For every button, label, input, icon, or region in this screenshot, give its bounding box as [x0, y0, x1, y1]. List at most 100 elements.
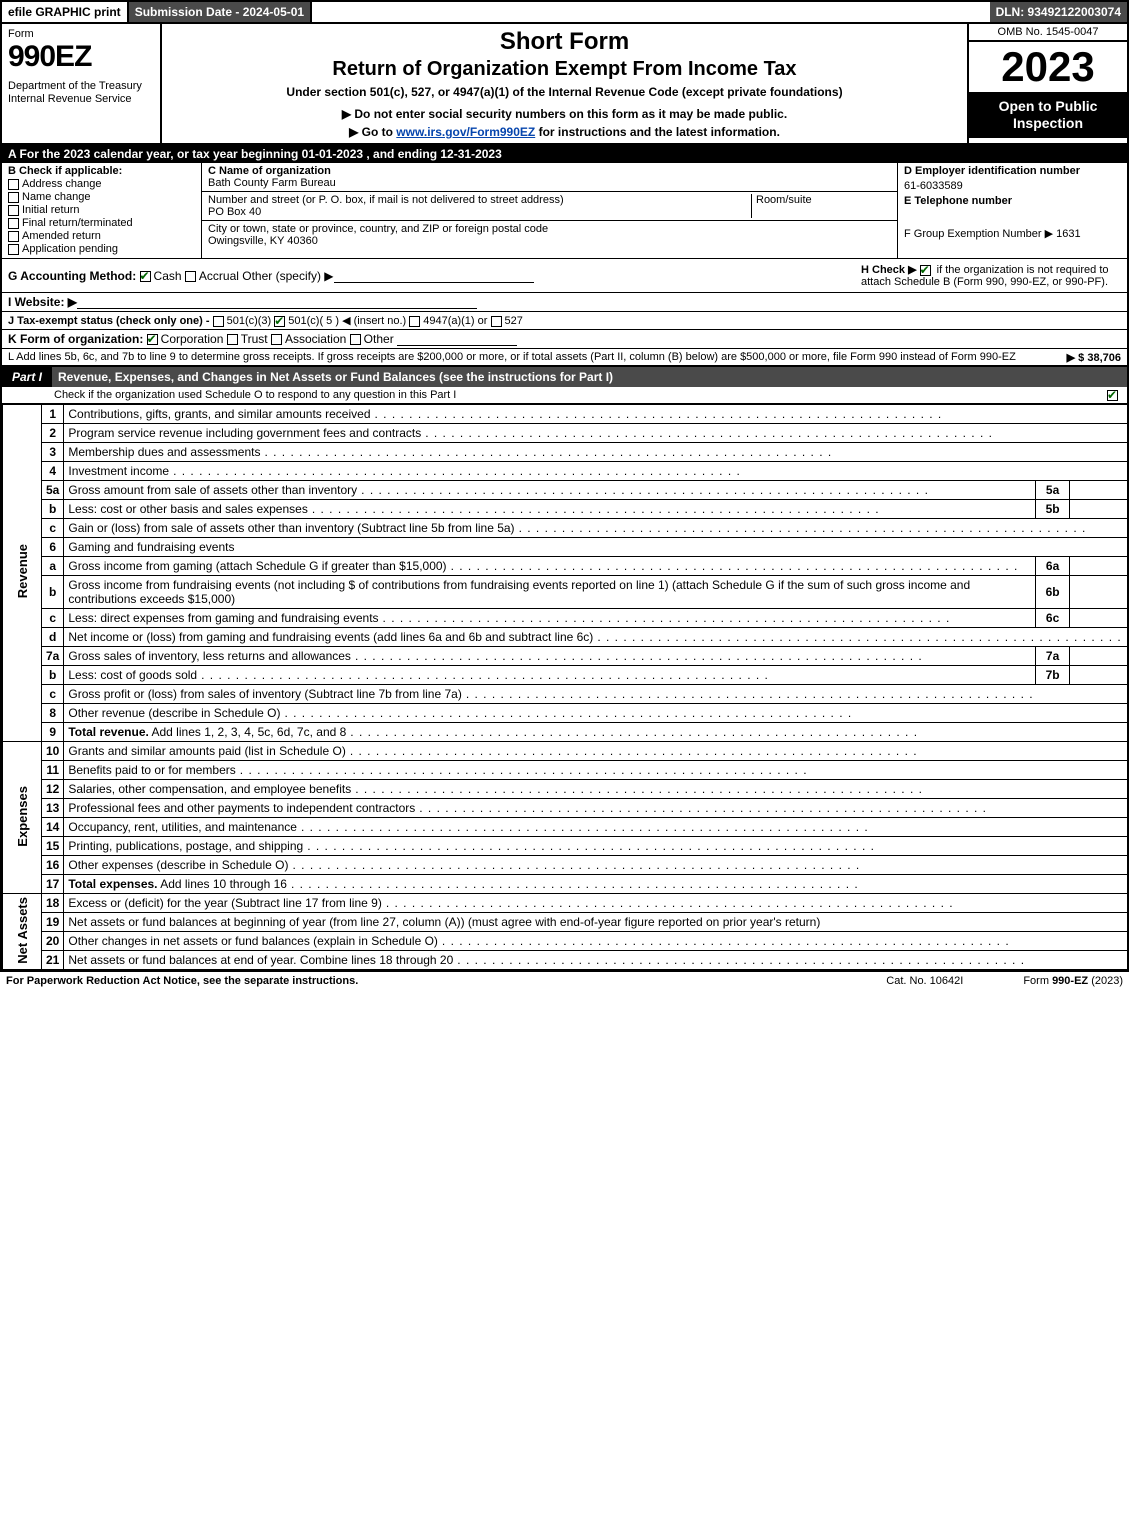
header-right: OMB No. 1545-0047 2023 Open to Public In…: [967, 24, 1127, 143]
line-desc: Gross income from gaming (attach Schedul…: [64, 557, 1036, 576]
org-name: Bath County Farm Bureau: [208, 177, 891, 189]
line-num-6: 6: [42, 538, 64, 557]
col-c-org-info: C Name of organization Bath County Farm …: [202, 163, 897, 258]
line-desc: Other expenses (describe in Schedule O): [64, 856, 1129, 875]
line-desc: Gross sales of inventory, less returns a…: [64, 647, 1036, 666]
line-desc: Less: cost or other basis and sales expe…: [64, 500, 1036, 519]
subline-val: [1070, 647, 1129, 666]
chk-cash[interactable]: [140, 271, 151, 282]
irs-link[interactable]: www.irs.gov/Form990EZ: [396, 125, 535, 139]
subline-num: 5a: [1036, 481, 1070, 500]
top-bar: efile GRAPHIC print Submission Date - 20…: [2, 2, 1127, 24]
line-num-19: 19: [42, 913, 64, 932]
line-num-17: 17: [42, 875, 64, 894]
h-schedule-b: H Check ▶ if the organization is not req…: [861, 263, 1121, 288]
chk-name-change[interactable]: Name change: [8, 191, 195, 203]
omb-number: OMB No. 1545-0047: [969, 24, 1127, 42]
line-desc: Net assets or fund balances at end of ye…: [64, 951, 1129, 970]
row-a-tax-year: A For the 2023 calendar year, or tax yea…: [2, 145, 1127, 163]
chk-501c[interactable]: [274, 316, 285, 327]
chk-527[interactable]: [491, 316, 502, 327]
chk-association[interactable]: [271, 334, 282, 345]
city: Owingsville, KY 40360: [208, 235, 891, 247]
line-num-b: b: [42, 666, 64, 685]
chk-amended-return[interactable]: Amended return: [8, 230, 195, 242]
subline-val: [1070, 481, 1129, 500]
paperwork-notice: For Paperwork Reduction Act Notice, see …: [6, 975, 358, 987]
goto-pre: ▶ Go to: [349, 125, 396, 139]
section-revenue: Revenue: [3, 405, 42, 742]
line-num-b: b: [42, 576, 64, 609]
goto-line: ▶ Go to www.irs.gov/Form990EZ for instru…: [168, 125, 961, 139]
part-i-header: Part I Revenue, Expenses, and Changes in…: [2, 367, 1127, 387]
subline-num: 7a: [1036, 647, 1070, 666]
chk-initial-return[interactable]: Initial return: [8, 204, 195, 216]
chk-final-return[interactable]: Final return/terminated: [8, 217, 195, 229]
subline-val: [1070, 666, 1129, 685]
line-desc: Total expenses. Add lines 10 through 16▶: [64, 875, 1129, 894]
line-num-10: 10: [42, 742, 64, 761]
line-desc: Grants and similar amounts paid (list in…: [64, 742, 1129, 761]
submission-date: Submission Date - 2024-05-01: [129, 2, 312, 22]
efile-print-label[interactable]: efile GRAPHIC print: [2, 2, 129, 22]
line-num-c: c: [42, 685, 64, 704]
catalog-number: Cat. No. 10642I: [886, 975, 963, 987]
line-desc: Contributions, gifts, grants, and simila…: [64, 405, 1129, 424]
chk-address-change[interactable]: Address change: [8, 178, 195, 190]
page-footer: For Paperwork Reduction Act Notice, see …: [0, 972, 1129, 990]
line-num-b: b: [42, 500, 64, 519]
chk-other[interactable]: [350, 334, 361, 345]
line-desc: Other changes in net assets or fund bala…: [64, 932, 1129, 951]
subline-num: 6c: [1036, 609, 1070, 628]
form-header: Form 990EZ Department of the Treasury In…: [2, 24, 1127, 145]
chk-schedule-b[interactable]: [920, 265, 931, 276]
line-num-2: 2: [42, 424, 64, 443]
form-number: 990EZ: [8, 40, 154, 74]
line-num-18: 18: [42, 894, 64, 913]
line-desc: Professional fees and other payments to …: [64, 799, 1129, 818]
subline-val: [1070, 557, 1129, 576]
subline-num: 7b: [1036, 666, 1070, 685]
chk-corporation[interactable]: [147, 334, 158, 345]
form-ref: Form 990-EZ (2023): [1023, 975, 1123, 987]
street-label: Number and street (or P. O. box, if mail…: [208, 194, 751, 206]
line-desc: Total revenue. Add lines 1, 2, 3, 4, 5c,…: [64, 723, 1129, 742]
header-left: Form 990EZ Department of the Treasury In…: [2, 24, 162, 143]
chk-application-pending[interactable]: Application pending: [8, 243, 195, 255]
line-num-c: c: [42, 609, 64, 628]
header-mid: Short Form Return of Organization Exempt…: [162, 24, 967, 143]
line-desc: Net income or (loss) from gaming and fun…: [64, 628, 1129, 647]
line-desc: Less: direct expenses from gaming and fu…: [64, 609, 1036, 628]
line-num-12: 12: [42, 780, 64, 799]
col-b-checkboxes: B Check if applicable: Address change Na…: [2, 163, 202, 258]
line-num-20: 20: [42, 932, 64, 951]
subtitle: Under section 501(c), 527, or 4947(a)(1)…: [168, 85, 961, 99]
line-num-21: 21: [42, 951, 64, 970]
row-j-tax-exempt: J Tax-exempt status (check only one) - 5…: [2, 312, 1127, 330]
line-desc: Gross profit or (loss) from sales of inv…: [64, 685, 1129, 704]
subline-val: [1070, 609, 1129, 628]
room-suite: Room/suite: [751, 194, 891, 218]
ein: 61-6033589: [904, 180, 1121, 192]
block-b-c-d: B Check if applicable: Address change Na…: [2, 163, 1127, 259]
c-name-label: C Name of organization: [208, 165, 891, 177]
chk-trust[interactable]: [227, 334, 238, 345]
f-group-exemption: F Group Exemption Number ▶ 1631: [904, 227, 1121, 240]
part-i-title: Revenue, Expenses, and Changes in Net As…: [52, 367, 1127, 387]
section-netassets: Net Assets: [3, 894, 42, 970]
d-ein-label: D Employer identification number: [904, 165, 1121, 177]
chk-schedule-o[interactable]: [1107, 390, 1118, 401]
line-num-11: 11: [42, 761, 64, 780]
line-desc: Less: cost of goods sold: [64, 666, 1036, 685]
chk-501c3[interactable]: [213, 316, 224, 327]
line-desc: Gaming and fundraising events: [64, 538, 1129, 557]
chk-4947[interactable]: [409, 316, 420, 327]
gross-receipts-amount: ▶ $ 38,706: [1067, 351, 1121, 364]
chk-accrual[interactable]: [185, 271, 196, 282]
line-desc: Investment income: [64, 462, 1129, 481]
g-label: G Accounting Method: Cash Accrual Other …: [8, 269, 534, 283]
section-expenses: Expenses: [3, 742, 42, 894]
line-num-3: 3: [42, 443, 64, 462]
subline-val: [1070, 576, 1129, 609]
goto-post: for instructions and the latest informat…: [535, 125, 780, 139]
